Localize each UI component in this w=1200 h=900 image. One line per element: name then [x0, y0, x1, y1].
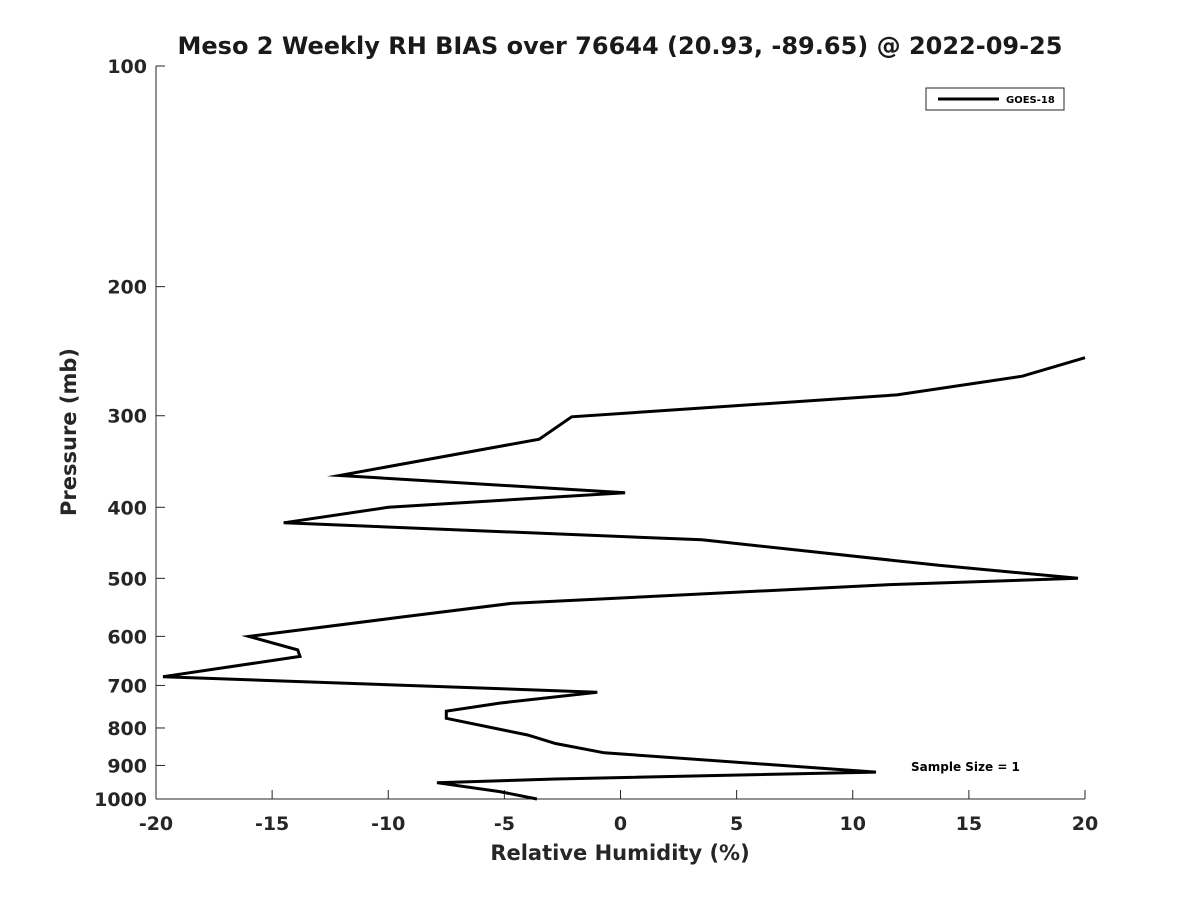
x-axis-label: Relative Humidity (%) [490, 841, 749, 865]
x-tick-label: 20 [1072, 813, 1098, 835]
x-tick-label: 5 [730, 813, 743, 835]
x-tick-label: -5 [494, 813, 515, 835]
x-tick-label: 0 [614, 813, 627, 835]
x-tick-label: 10 [840, 813, 866, 835]
y-ticks: 100 200 300 400 500 600 700 800 900 1000 [94, 56, 165, 811]
x-tick-label: -10 [371, 813, 405, 835]
series-layer [162, 356, 1086, 801]
y-tick-label: 1000 [94, 789, 147, 811]
x-tick-label: -20 [139, 813, 173, 835]
x-tick-label: -15 [255, 813, 289, 835]
chart-title: Meso 2 Weekly RH BIAS over 76644 (20.93,… [178, 32, 1063, 60]
y-tick-label: 700 [107, 675, 147, 697]
x-ticks: -20 -15 -10 -5 0 5 10 15 20 [139, 790, 1098, 835]
y-tick-label: 900 [107, 755, 147, 777]
legend: GOES-18 [925, 87, 1065, 111]
legend-label: GOES-18 [1006, 95, 1055, 106]
y-tick-label: 600 [107, 626, 147, 648]
y-tick-label: 800 [107, 718, 147, 740]
series-line-goes-18 [162, 356, 1086, 801]
sample-size-annotation: Sample Size = 1 [911, 760, 1020, 774]
y-tick-label: 400 [107, 497, 147, 519]
y-tick-label: 300 [107, 406, 147, 428]
y-tick-label: 100 [107, 56, 147, 78]
y-axis-label: Pressure (mb) [57, 348, 81, 516]
y-tick-label: 500 [107, 568, 147, 590]
x-tick-label: 15 [956, 813, 982, 835]
plot-area [155, 66, 1085, 800]
y-tick-label: 200 [107, 277, 147, 299]
